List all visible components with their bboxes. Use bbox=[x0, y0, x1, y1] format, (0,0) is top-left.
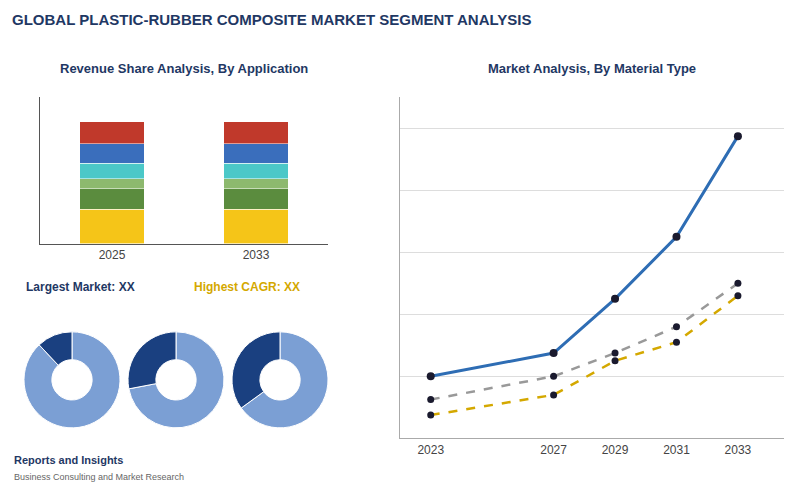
svg-text:2031: 2031 bbox=[663, 443, 690, 457]
svg-text:GLOBAL PLASTIC-RUBBER COMPOSIT: GLOBAL PLASTIC-RUBBER COMPOSITE MARKET S… bbox=[12, 11, 531, 28]
svg-text:2027: 2027 bbox=[540, 443, 567, 457]
svg-text:Market Analysis, By Material T: Market Analysis, By Material Type bbox=[488, 61, 696, 76]
svg-text:Largest Market: XX: Largest Market: XX bbox=[26, 280, 135, 294]
svg-text:2033: 2033 bbox=[725, 443, 752, 457]
svg-text:Business Consulting and Market: Business Consulting and Market Research bbox=[14, 472, 184, 482]
svg-text:2023: 2023 bbox=[417, 443, 444, 457]
svg-text:2033: 2033 bbox=[243, 248, 270, 262]
svg-text:Highest CAGR: XX: Highest CAGR: XX bbox=[194, 280, 300, 294]
svg-text:Reports and Insights: Reports and Insights bbox=[14, 454, 123, 466]
svg-text:2029: 2029 bbox=[602, 443, 629, 457]
svg-text:2025: 2025 bbox=[99, 248, 126, 262]
svg-text:Revenue Share Analysis, By App: Revenue Share Analysis, By Application bbox=[60, 61, 308, 76]
